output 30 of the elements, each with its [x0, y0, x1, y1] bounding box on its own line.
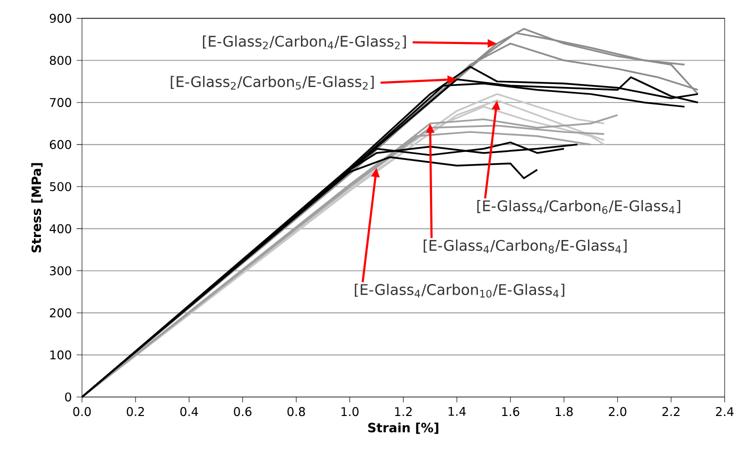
x-tick-label: 0.0 [73, 407, 91, 416]
x-tick-label: 1.6 [502, 407, 520, 416]
annotation: [E-Glass$_{4}$/Carbon$_{6}$/E-Glass$_{4}$] [477, 200, 680, 214]
x-tick-label: 0.8 [287, 407, 305, 416]
annotation: [E-Glass$_{4}$/Carbon$_{10}$/E-Glass$_{4}$] [354, 284, 564, 298]
y-tick-label: 900 [50, 14, 72, 24]
x-tick-label: 2.0 [608, 407, 626, 416]
x-tick-label: 1.0 [342, 407, 359, 416]
y-tick-label: 700 [50, 98, 72, 108]
y-tick-label: 300 [50, 266, 72, 276]
x-axis-title: Strain [%] [368, 422, 438, 434]
x-tick-label: 1.2 [395, 407, 412, 416]
x-tick-label: 0.6 [234, 407, 252, 416]
y-tick-label: 0 [65, 392, 72, 402]
y-tick-label: 400 [50, 224, 72, 234]
x-tick-label: 0.2 [126, 407, 144, 416]
y-tick-label: 500 [50, 182, 72, 192]
y-axis-title: Stress [MPa] [31, 163, 43, 253]
annotation: [E-Glass$_{4}$/Carbon$_{8}$/E-Glass$_{4}$] [424, 240, 627, 254]
x-tick-label: 1.8 [556, 407, 573, 416]
y-tick-label: 600 [50, 140, 72, 150]
y-tick-label: 800 [50, 56, 72, 66]
annotation: [E-Glass$_{2}$/Carbon$_{4}$/E-Glass$_{2}$] [202, 36, 406, 50]
x-tick-label: 1.4 [448, 407, 466, 416]
x-tick-label: 2.4 [716, 407, 734, 416]
x-tick-label: 2.2 [662, 407, 680, 416]
y-tick-label: 100 [50, 350, 72, 360]
x-tick-label: 0.4 [180, 407, 198, 416]
annotation: [E-Glass$_{2}$/Carbon$_{5}$/E-Glass$_{2}$] [170, 76, 374, 90]
y-tick-label: 200 [50, 308, 72, 318]
